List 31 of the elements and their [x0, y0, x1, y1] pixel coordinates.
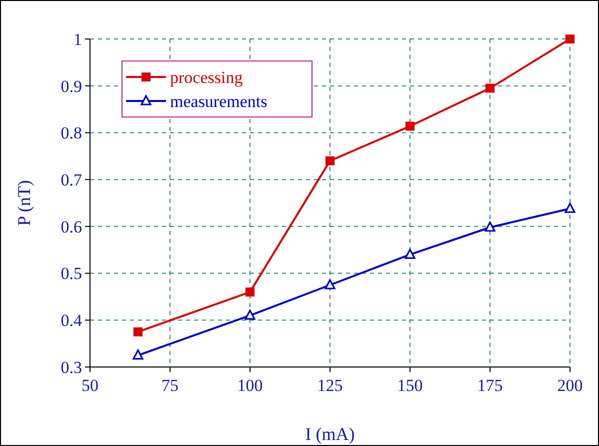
point	[404, 248, 416, 259]
point	[566, 34, 574, 44]
y-axis-title: P (nT)	[14, 180, 34, 226]
point	[484, 222, 496, 232]
y-tick-label: 0.8	[60, 124, 82, 143]
point	[564, 202, 576, 213]
x-tick-label: 175	[477, 376, 503, 395]
legend-label: measurements	[170, 92, 268, 111]
x-tick-label: 125	[317, 376, 343, 395]
x-axis-title: I (mA)	[305, 424, 355, 444]
y-tick-label: 0.6	[60, 217, 82, 236]
y-tick-label: 0.7	[60, 170, 82, 190]
point	[324, 279, 336, 290]
point	[246, 288, 254, 297]
x-tick-label: 200	[557, 376, 583, 395]
point	[406, 122, 414, 131]
point	[326, 156, 334, 166]
y-tick-label: 0.5	[60, 264, 82, 284]
y-tick-label: 0.3	[60, 358, 82, 377]
y-tick-label: 0.9	[60, 76, 82, 96]
x-tick-label: 100	[237, 376, 263, 395]
x-tick-label: 75	[162, 376, 178, 395]
y-tick-label: 0.4	[60, 311, 82, 330]
point	[134, 327, 142, 336]
point	[244, 310, 256, 320]
legend-label: processing	[170, 68, 244, 87]
point	[486, 84, 494, 93]
x-tick-label: 50	[82, 376, 98, 395]
point	[132, 349, 144, 360]
x-tick-label: 150	[397, 376, 423, 395]
y-tick-label: 1	[74, 30, 82, 49]
